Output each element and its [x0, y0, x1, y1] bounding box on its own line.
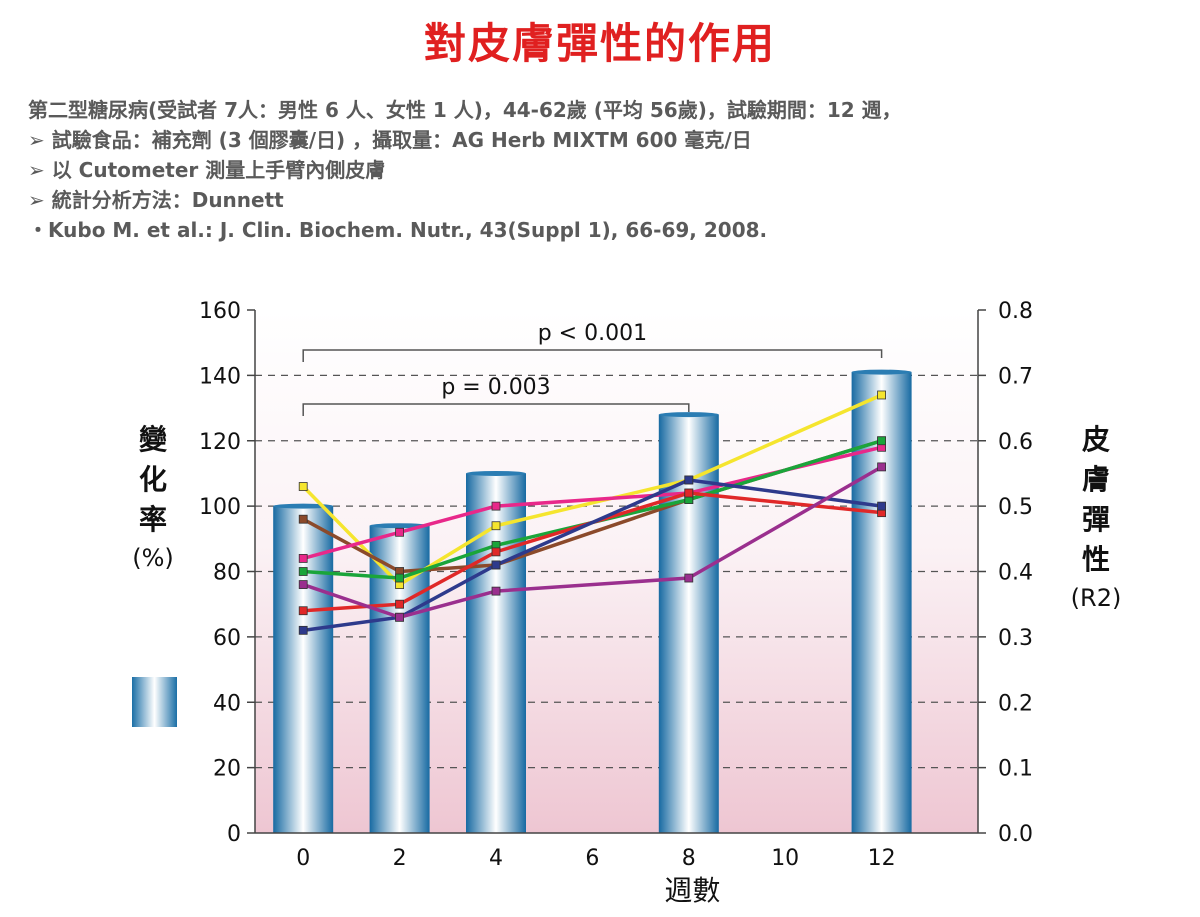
right-axis-label-char: 性 [1081, 543, 1110, 576]
right-axis-label: 皮 膚 彈 性 (R2) [1064, 420, 1128, 616]
x-tick-label: 4 [489, 846, 503, 871]
series-point [491, 521, 501, 531]
left-tick-label: 80 [213, 561, 241, 586]
series-point [298, 482, 308, 491]
series-point [298, 606, 308, 616]
right-tick-label: 0.4 [998, 561, 1033, 586]
study-subjects: 第二型糖尿病(受試者 7人：男性 6 人、女性 1 人)，44-62歲 (平均 … [28, 98, 902, 122]
right-tick-label: 0.3 [998, 626, 1033, 651]
bar-top [658, 412, 719, 418]
right-tick-label: 0.0 [998, 822, 1033, 847]
study-statistics: ➢ 統計分析方法：Dunnett [28, 188, 284, 212]
series-point [877, 462, 886, 472]
left-tick-label: 40 [213, 691, 241, 716]
left-tick-label: 60 [213, 626, 241, 651]
bar [466, 473, 526, 833]
left-tick-label: 140 [199, 364, 241, 389]
right-tick-label: 0.2 [998, 691, 1033, 716]
left-tick-label: 20 [213, 757, 241, 782]
series-point [395, 573, 405, 583]
series-point [395, 599, 405, 609]
study-method: ➢ 以 Cutometer 測量上手臂內側皮膚 [28, 158, 386, 182]
significance-label: p = 0.003 [441, 375, 550, 400]
series-point [298, 567, 308, 576]
series-point [491, 586, 501, 596]
series-point [491, 501, 501, 511]
bar-top [851, 369, 912, 375]
x-tick-label: 0 [296, 846, 310, 871]
left-axis-label: 變 化 率 (%) [128, 420, 178, 576]
right-tick-label: 0.6 [998, 430, 1033, 455]
left-axis-label-char: 化 [138, 463, 167, 496]
right-axis-label-char: 皮 [1081, 423, 1110, 456]
right-axis-label-char: 膚 [1081, 463, 1110, 496]
significance-label: p < 0.001 [538, 321, 647, 346]
right-tick-label: 0.5 [998, 495, 1033, 520]
bar-top [466, 470, 526, 476]
right-tick-label: 0.8 [998, 299, 1033, 324]
series-point [684, 475, 694, 485]
x-tick-label: 12 [868, 846, 896, 871]
series-point [395, 527, 405, 537]
left-axis-label-char: 變 [138, 423, 167, 456]
x-tick-label: 2 [393, 846, 407, 871]
series-point [395, 612, 405, 622]
page-title: 對皮膚彈性的作用 [423, 19, 776, 68]
series-point [877, 436, 886, 446]
right-axis-unit: (R2) [1070, 584, 1122, 612]
right-axis-label-char: 彈 [1081, 503, 1110, 536]
series-point [298, 625, 308, 635]
left-axis-label-char: 率 [138, 503, 167, 536]
study-food: ➢ 試驗食品：補充劑 (3 個膠囊/日) ，攝取量：AG Herb MIXTM … [28, 128, 752, 152]
left-axis-unit: (%) [132, 544, 174, 572]
bar-legend-swatch [132, 677, 177, 727]
bar-top [273, 503, 334, 509]
right-tick-label: 0.7 [998, 364, 1033, 389]
study-reference: ・Kubo M. et al.: J. Clin. Biochem. Nutr.… [28, 218, 768, 242]
significance-bracket [302, 349, 883, 362]
series-point [298, 514, 308, 524]
right-tick-label: 0.1 [998, 757, 1033, 782]
series-point [684, 488, 694, 498]
left-tick-label: 160 [199, 299, 241, 324]
series-point [491, 547, 501, 557]
left-tick-label: 100 [199, 495, 241, 520]
series-point [298, 554, 308, 563]
study-info: 第二型糖尿病(受試者 7人：男性 6 人、女性 1 人)，44-62歲 (平均 … [28, 95, 1178, 245]
x-axis-label: 週數 [664, 874, 720, 907]
x-tick-label: 8 [682, 846, 696, 871]
left-tick-label: 0 [227, 822, 241, 847]
x-tick-label: 10 [771, 846, 799, 871]
series-point [491, 560, 501, 570]
x-tick-label: 6 [585, 846, 599, 871]
significance-bracket [302, 403, 690, 416]
series-point [684, 573, 694, 583]
left-tick-label: 120 [199, 430, 241, 455]
series-point [877, 501, 886, 511]
series-point [298, 580, 308, 589]
series-point [877, 390, 886, 400]
